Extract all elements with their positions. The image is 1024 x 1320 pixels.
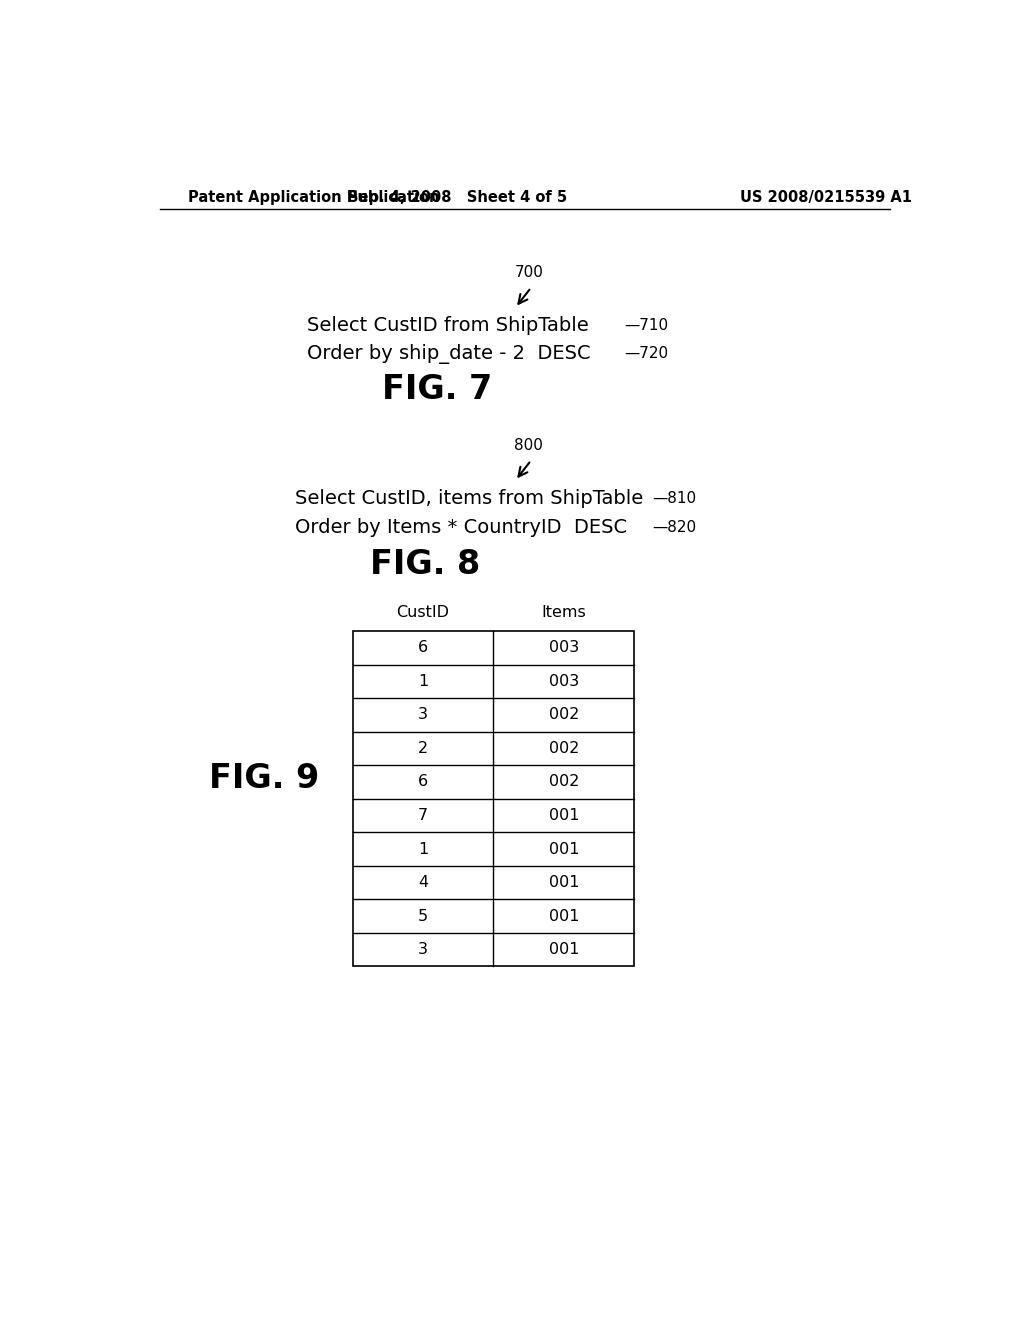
Text: Select CustID from ShipTable: Select CustID from ShipTable [306,315,589,334]
Text: 001: 001 [549,808,580,822]
Text: 2: 2 [418,741,428,756]
Text: 001: 001 [549,942,580,957]
Text: 003: 003 [549,673,579,689]
Text: —810: —810 [652,491,696,507]
Text: 3: 3 [418,942,428,957]
Text: 001: 001 [549,908,580,924]
Text: Order by Items * CountryID  DESC: Order by Items * CountryID DESC [295,517,627,537]
Text: 4: 4 [418,875,428,890]
Text: 001: 001 [549,875,580,890]
Text: 6: 6 [418,775,428,789]
Text: 5: 5 [418,908,428,924]
Text: —710: —710 [624,318,668,333]
Bar [352,631,634,966]
Text: 003: 003 [549,640,579,655]
Text: —820: —820 [652,520,696,535]
Text: Items: Items [542,606,587,620]
Text: 1: 1 [418,842,428,857]
Text: 002: 002 [549,741,580,756]
Text: 7: 7 [418,808,428,822]
Text: —720: —720 [624,346,668,362]
Text: FIG. 7: FIG. 7 [382,372,493,405]
Text: 700: 700 [514,265,543,280]
Text: US 2008/0215539 A1: US 2008/0215539 A1 [740,190,912,205]
Text: 6: 6 [418,640,428,655]
Text: FIG. 9: FIG. 9 [209,762,319,795]
Text: 1: 1 [418,673,428,689]
Text: 800: 800 [514,438,543,453]
Text: 001: 001 [549,842,580,857]
Text: Order by ship_date - 2  DESC: Order by ship_date - 2 DESC [306,343,590,363]
Text: CustID: CustID [396,606,450,620]
Text: Sep. 4, 2008   Sheet 4 of 5: Sep. 4, 2008 Sheet 4 of 5 [348,190,567,205]
Text: 002: 002 [549,708,580,722]
Text: Select CustID, items from ShipTable: Select CustID, items from ShipTable [295,490,643,508]
Text: Patent Application Publication: Patent Application Publication [187,190,439,205]
Text: 002: 002 [549,775,580,789]
Text: 3: 3 [418,708,428,722]
Text: FIG. 8: FIG. 8 [371,549,480,581]
